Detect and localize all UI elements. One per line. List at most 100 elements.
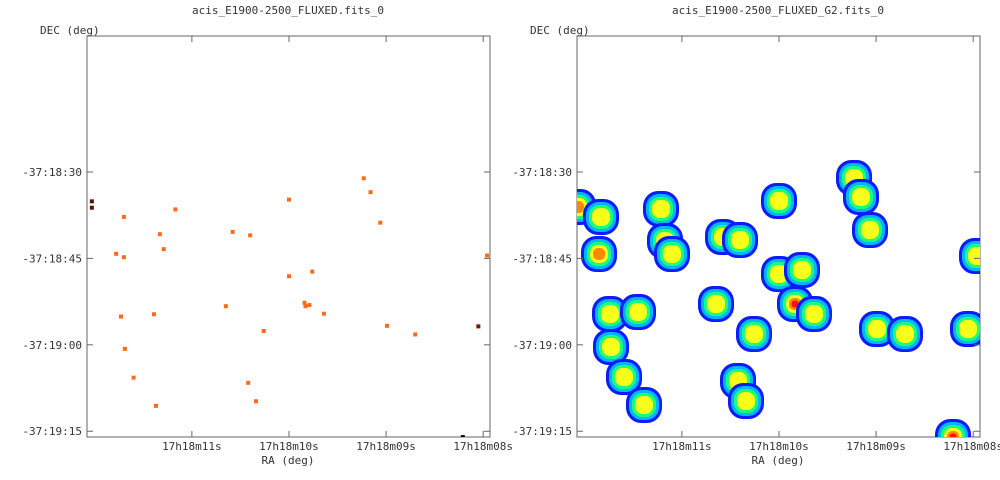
source-blob <box>959 238 980 274</box>
y-tick-label: -37:18:30 <box>512 166 572 179</box>
blob-level <box>601 305 619 323</box>
source-blob <box>852 212 888 248</box>
left-plot-area <box>86 35 491 438</box>
data-point <box>121 255 126 260</box>
data-point <box>157 232 162 237</box>
blob-level <box>959 320 977 338</box>
source-blob <box>887 316 923 352</box>
data-point <box>286 274 291 279</box>
source-blob <box>935 419 971 437</box>
left-points <box>89 176 490 437</box>
y-tick-label: -37:18:30 <box>22 166 82 179</box>
blob-level <box>731 231 749 249</box>
data-point <box>248 233 253 238</box>
right-ylabel: DEC (deg) <box>530 24 590 37</box>
source-blob <box>761 183 797 219</box>
x-tick-label: 17h18m09s <box>846 440 906 453</box>
blob-level <box>791 300 799 308</box>
blob-level <box>968 247 980 265</box>
data-point <box>321 311 326 316</box>
x-tick-label: 17h18m11s <box>162 440 222 453</box>
source-blob <box>796 296 832 332</box>
left-ylabel: DEC (deg) <box>40 24 100 37</box>
data-point <box>89 205 94 210</box>
source-blob <box>736 316 772 352</box>
blob-level <box>861 221 879 239</box>
data-point <box>246 380 251 385</box>
blob-level <box>652 200 670 218</box>
source-blob <box>593 329 629 365</box>
left-panel: acis_E1900-2500_FLUXED.fits_0 DEC (deg) … <box>22 4 513 467</box>
data-point <box>286 197 291 202</box>
source-blob <box>626 387 662 423</box>
source-blob <box>722 222 758 258</box>
blob-level <box>770 192 788 210</box>
blob-level <box>745 325 763 343</box>
data-point <box>307 303 312 308</box>
right-panel: acis_E1900-2500_FLUXED_G2.fits_0 DEC (de… <box>512 4 1000 467</box>
y-tick-label: -37:19:00 <box>512 339 572 352</box>
y-tick-label: -37:18:45 <box>512 252 572 265</box>
blob-level <box>770 265 788 283</box>
data-point <box>485 253 490 258</box>
data-point <box>230 229 235 234</box>
source-blob <box>581 236 617 272</box>
data-point <box>131 375 136 380</box>
source-blob <box>643 191 679 227</box>
x-tick-label: 17h18m09s <box>356 440 416 453</box>
blob-level <box>949 433 957 437</box>
right-blobs <box>577 160 980 437</box>
y-tick-label: -37:19:00 <box>22 339 82 352</box>
data-point <box>161 247 166 252</box>
blob-level <box>629 303 647 321</box>
data-point <box>122 346 127 351</box>
data-point <box>378 220 383 225</box>
left-title: acis_E1900-2500_FLUXED.fits_0 <box>192 4 384 17</box>
blob-level <box>615 368 633 386</box>
blob-level <box>592 208 610 226</box>
source-blob <box>606 359 642 395</box>
source-blob <box>950 311 980 347</box>
data-point <box>261 328 266 333</box>
data-point <box>368 190 373 195</box>
source-blob <box>583 199 619 235</box>
data-point <box>89 199 94 204</box>
right-axes: 17h18m11s 17h18m10s 17h18m09s 17h18m08s -37:… <box>512 36 1000 453</box>
data-point <box>460 435 465 437</box>
right-title: acis_E1900-2500_FLUXED_G2.fits_0 <box>672 4 884 17</box>
y-tick-label: -37:19:15 <box>512 425 572 438</box>
source-blob <box>592 296 628 332</box>
blob-level <box>793 261 811 279</box>
source-blob <box>859 311 895 347</box>
blob-level <box>868 320 886 338</box>
blob-level <box>602 338 620 356</box>
data-point <box>361 176 366 181</box>
data-point <box>153 403 158 408</box>
left-axes: 17h18m11s 17h18m10s 17h18m09s 17h18m08s -37:… <box>22 36 513 453</box>
data-point <box>223 304 228 309</box>
blob-level <box>593 248 605 260</box>
left-xlabel: RA (deg) <box>262 454 315 467</box>
source-blob <box>784 252 820 288</box>
source-blob <box>728 383 764 419</box>
y-tick-label: -37:19:15 <box>22 425 82 438</box>
data-point <box>302 300 307 305</box>
data-point <box>121 214 126 219</box>
data-point <box>152 312 157 317</box>
data-point <box>118 314 123 319</box>
x-tick-label: 17h18m08s <box>453 440 513 453</box>
data-point <box>385 323 390 328</box>
blob-level <box>707 295 725 313</box>
data-point <box>173 207 178 212</box>
right-xlabel: RA (deg) <box>752 454 805 467</box>
blob-level <box>896 325 914 343</box>
data-point <box>476 324 481 329</box>
data-point <box>114 251 119 256</box>
blob-level <box>577 201 584 213</box>
x-tick-label: 17h18m11s <box>652 440 712 453</box>
x-tick-label: 17h18m10s <box>749 440 809 453</box>
data-point <box>303 304 308 309</box>
blob-level <box>737 392 755 410</box>
y-tick-label: -37:18:45 <box>22 252 82 265</box>
